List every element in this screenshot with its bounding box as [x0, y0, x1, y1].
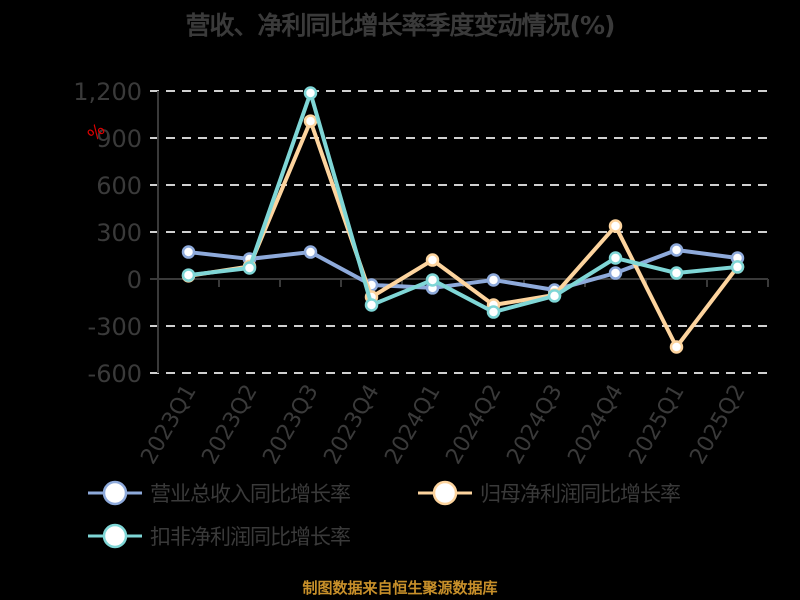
series-2: [181, 86, 745, 319]
x-tick-label: 2023Q2: [197, 381, 262, 469]
data-point[interactable]: [669, 243, 684, 257]
y-tick-label: -600: [88, 360, 142, 388]
data-source-note: 制图数据来自恒生聚源数据库: [302, 579, 498, 597]
legend-label: 营业总收入同比增长率: [150, 482, 351, 506]
legend-marker-revenue-icon: [88, 480, 142, 506]
legend-label: 归母净利润同比增长率: [480, 482, 681, 506]
x-tick-label: 2024Q2: [441, 381, 506, 469]
y-tick-label: 900: [96, 125, 142, 153]
grid-lines: [150, 90, 768, 374]
legend-marker-net-profit-icon: [418, 480, 472, 506]
chart-title: 营收、净利同比增长率季度变动情况(%): [185, 11, 616, 40]
legend-item-net-profit[interactable]: 归母净利润同比增长率: [418, 478, 681, 508]
y-tick-label: 600: [96, 172, 142, 200]
data-point[interactable]: [608, 251, 623, 265]
x-tick-label: 2024Q1: [380, 381, 445, 469]
x-tick-label: 2024Q4: [563, 381, 628, 469]
y-tick-label: 0: [127, 266, 142, 294]
data-point[interactable]: [425, 253, 440, 267]
legend-label: 扣非净利润同比增长率: [150, 525, 351, 549]
data-point[interactable]: [303, 245, 318, 259]
data-point[interactable]: [425, 273, 440, 287]
series-line: [188, 119, 740, 349]
data-point[interactable]: [181, 245, 196, 259]
data-point[interactable]: [303, 86, 318, 100]
legend-item-revenue[interactable]: 营业总收入同比增长率: [88, 478, 351, 508]
x-tick-label: 2023Q4: [319, 381, 384, 469]
data-point[interactable]: [486, 305, 501, 319]
series-1: [181, 114, 745, 354]
x-tick-label: 2025Q2: [685, 381, 750, 469]
y-axis-labels: -600 -300 0 300 600 900 1,200: [73, 78, 142, 388]
x-axis-labels: 2023Q12023Q22023Q32023Q42024Q12024Q22024…: [136, 381, 750, 469]
series-lines: [181, 86, 745, 354]
legend-item-deducted-profit[interactable]: 扣非净利润同比增长率: [88, 521, 351, 551]
y-tick-label: -300: [88, 313, 142, 341]
legend-marker-deducted-profit-icon: [88, 523, 142, 549]
y-tick-label: 1,200: [73, 78, 142, 106]
series-line: [188, 91, 738, 315]
x-tick-label: 2024Q3: [502, 381, 567, 469]
data-point[interactable]: [669, 340, 684, 354]
data-point[interactable]: [181, 268, 196, 282]
data-point[interactable]: [547, 289, 562, 303]
x-tick-label: 2025Q1: [624, 381, 689, 469]
data-point[interactable]: [608, 266, 623, 280]
data-point[interactable]: [303, 114, 318, 128]
data-point[interactable]: [242, 261, 257, 275]
data-point[interactable]: [730, 260, 745, 274]
x-tick-label: 2023Q3: [258, 381, 323, 469]
y-tick-label: 300: [96, 219, 142, 247]
x-tick-label: 2023Q1: [136, 381, 201, 469]
data-point[interactable]: [669, 266, 684, 280]
data-point[interactable]: [608, 219, 623, 233]
data-point[interactable]: [364, 298, 379, 312]
data-point[interactable]: [486, 273, 501, 287]
